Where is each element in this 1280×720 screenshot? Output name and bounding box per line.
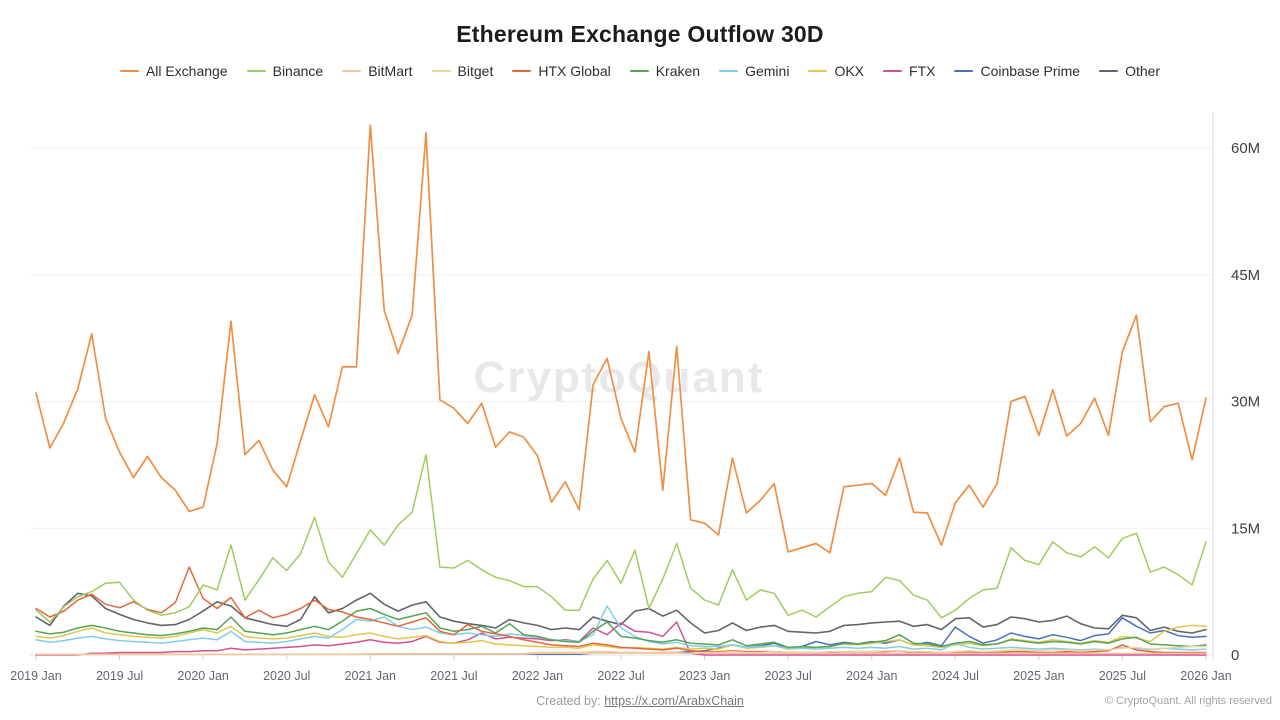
legend-item-ftx[interactable]: FTX [883, 63, 935, 79]
legend-label: FTX [909, 63, 936, 79]
legend-label: All Exchange [145, 63, 228, 79]
y-axis-label: 45M [1231, 267, 1260, 284]
legend-label: HTX Global [538, 63, 611, 79]
legend-color-dash [246, 69, 266, 73]
x-axis-label: 2026 Jan [1180, 669, 1231, 683]
created-by-label: Created by: [536, 694, 601, 708]
legend-color-dash [719, 69, 739, 73]
legend-color-dash [512, 69, 532, 73]
legend-label: OKX [834, 63, 865, 79]
x-axis-label: 2023 Jan [679, 669, 730, 683]
legend-label: Kraken [655, 63, 701, 79]
legend-item-other[interactable]: Other [1099, 63, 1160, 79]
series-line-htx-global [35, 566, 1207, 654]
series-line-kraken [35, 607, 1207, 649]
legend-item-kraken[interactable]: Kraken [629, 63, 701, 79]
series-line-okx [35, 624, 1207, 650]
legend-color-dash [629, 69, 649, 73]
legend-color-dash [342, 69, 362, 73]
x-axis-label: 2020 Jan [177, 669, 228, 683]
legend-item-bitmart[interactable]: BitMart [342, 63, 413, 79]
y-axis-label: 60M [1231, 140, 1260, 157]
legend-label: BitMart [368, 63, 413, 79]
legend-color-dash [1099, 69, 1119, 73]
x-axis-label: 2025 Jul [1099, 669, 1146, 683]
legend-item-binance[interactable]: Binance [246, 63, 324, 79]
x-axis-label: 2019 Jul [96, 669, 143, 683]
legend-item-okx[interactable]: OKX [808, 63, 864, 79]
footer-attribution: Created by: https://x.com/ArabxChain [0, 694, 1280, 708]
legend-item-all-exchange[interactable]: All Exchange [119, 63, 228, 79]
page-title: Ethereum Exchange Outflow 30D [456, 21, 824, 47]
series-line-bitmart [35, 650, 1207, 655]
y-axis-label: 0 [1231, 647, 1239, 664]
creator-link[interactable]: https://x.com/ArabxChain [604, 694, 744, 708]
legend: All Exchange Binance BitMart Bitget HTX Glob… [0, 63, 1280, 79]
legend-item-gemini[interactable]: Gemini [719, 63, 789, 79]
x-axis-label: 2019 Jan [10, 669, 61, 683]
y-axis-label: 15M [1231, 520, 1260, 537]
legend-item-bitget[interactable]: Bitget [431, 63, 494, 79]
legend-label: Bitget [457, 63, 494, 79]
legend-color-dash [808, 69, 828, 73]
legend-color-dash [954, 69, 974, 73]
copyright-notice: © CryptoQuant. All rights reserved [1104, 695, 1272, 707]
legend-color-dash [431, 69, 451, 73]
legend-label: Other [1125, 63, 1161, 79]
legend-item-htx-global[interactable]: HTX Global [512, 63, 611, 79]
x-axis-label: 2021 Jul [430, 669, 477, 683]
legend-color-dash [883, 69, 903, 73]
x-axis-label: 2022 Jul [597, 669, 644, 683]
x-axis-label: 2024 Jul [932, 669, 979, 683]
x-axis-label: 2024 Jan [846, 669, 897, 683]
series-line-binance [35, 453, 1207, 623]
legend-label: Coinbase Prime [980, 63, 1081, 79]
x-axis-label: 2025 Jan [1013, 669, 1064, 683]
x-axis-label: 2022 Jan [512, 669, 563, 683]
series-line-other [35, 592, 1207, 634]
x-axis-label: 2021 Jan [345, 669, 396, 683]
legend-label: Gemini [745, 63, 790, 79]
x-axis-label: 2020 Jul [263, 669, 310, 683]
series-line-all-exchange [35, 124, 1207, 554]
legend-color-dash [119, 69, 139, 73]
legend-item-coinbase-prime[interactable]: Coinbase Prime [954, 63, 1080, 79]
cryptoquant-watermark: CryptoQuant [474, 353, 765, 402]
series-line-gemini [35, 605, 1207, 651]
x-axis-label: 2023 Jul [765, 669, 812, 683]
legend-label: Binance [272, 63, 324, 79]
y-axis-label: 30M [1231, 394, 1260, 411]
series-line-ftx [35, 621, 1207, 656]
